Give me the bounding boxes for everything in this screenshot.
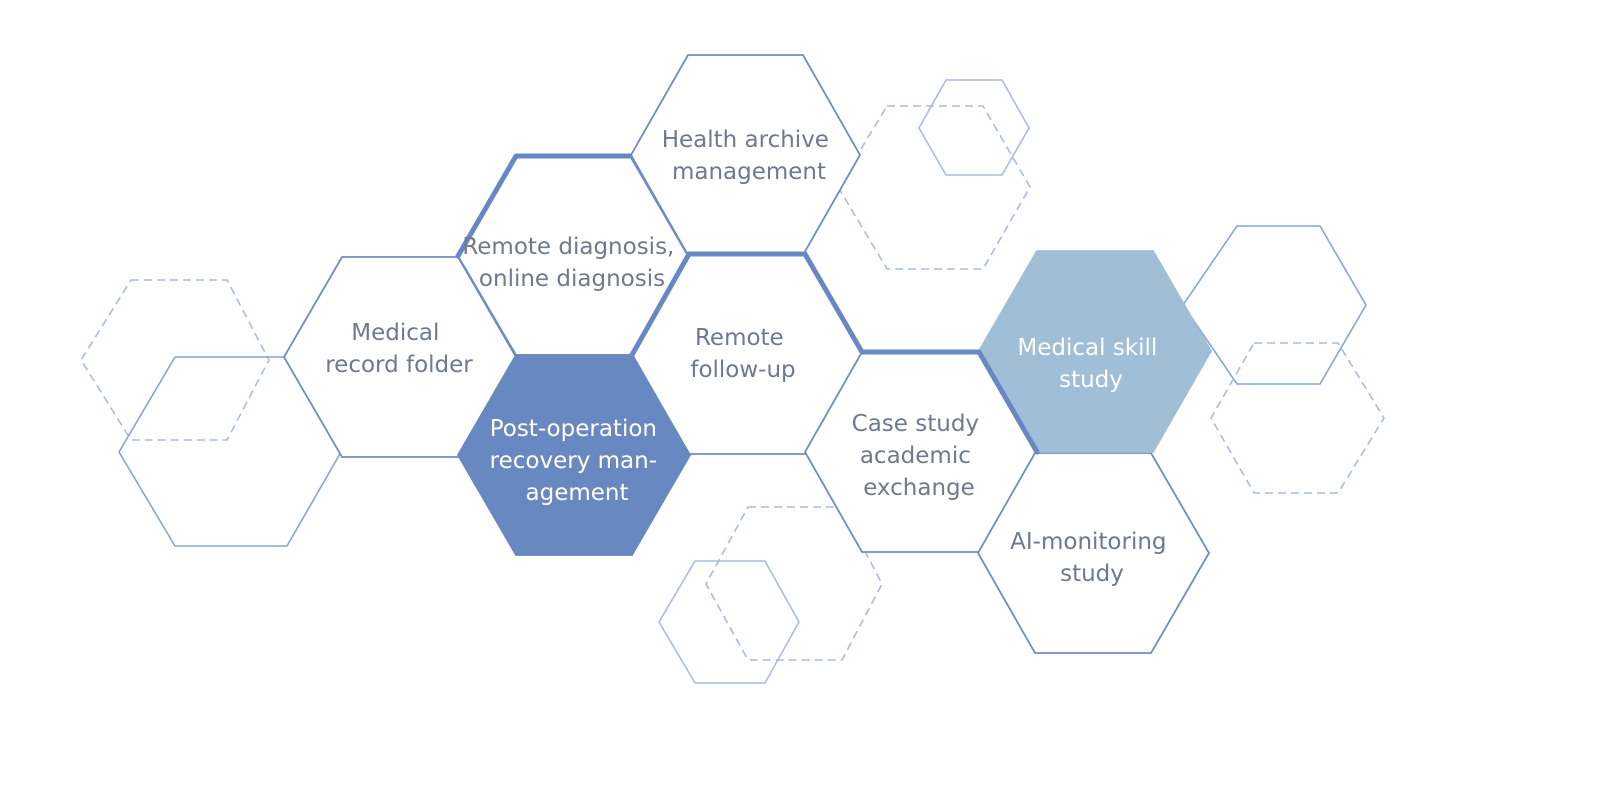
label-line: record folder: [325, 352, 473, 378]
label-line: academic: [860, 443, 971, 469]
label-remote-diagnosis: Remote diagnosis, online diagnosis: [462, 234, 681, 292]
label-line: Remote: [695, 325, 784, 351]
label-line: Case study: [852, 411, 979, 437]
decorative-hexagon-dashed: [837, 105, 1031, 270]
label-ai-monitoring: AI-monitoring study: [1010, 529, 1174, 587]
label-line: study: [1060, 561, 1124, 587]
decorative-hexagon-dashed: [80, 279, 270, 441]
hexagon-ai-monitoring: [976, 452, 1211, 654]
label-line: Medical: [351, 320, 439, 346]
decorative-hexagon-faint: [1182, 225, 1367, 385]
label-line: AI-monitoring: [1010, 529, 1166, 555]
label-line: Medical skill: [1017, 335, 1157, 361]
decorative-hexagon-faint: [658, 560, 800, 684]
decorative-hexagon-faint: [918, 79, 1030, 176]
highlight-path: [455, 153, 633, 259]
label-case-study: Case study academic exchange: [852, 411, 987, 501]
label-medical-skill: Medical skill study: [1017, 335, 1164, 393]
label-line: exchange: [863, 475, 975, 501]
highlight-path: [629, 251, 1040, 455]
label-line: follow-up: [690, 357, 795, 383]
label-line: agement: [526, 480, 629, 506]
decorative-hexagon-dashed: [1210, 342, 1385, 494]
label-post-operation: Post-operation recovery man- agement: [490, 416, 665, 506]
label-line: Remote diagnosis,: [462, 234, 674, 260]
label-line: Health archive: [662, 127, 829, 153]
label-line: management: [672, 159, 826, 185]
label-line: study: [1059, 367, 1123, 393]
label-line: online diagnosis: [479, 266, 665, 292]
label-line: recovery man-: [490, 448, 657, 474]
label-line: Post-operation: [490, 416, 657, 442]
label-medical-record: Medical record folder: [325, 320, 473, 378]
label-remote-followup: Remote follow-up: [690, 325, 795, 383]
label-health-archive: Health archive management: [662, 127, 837, 185]
